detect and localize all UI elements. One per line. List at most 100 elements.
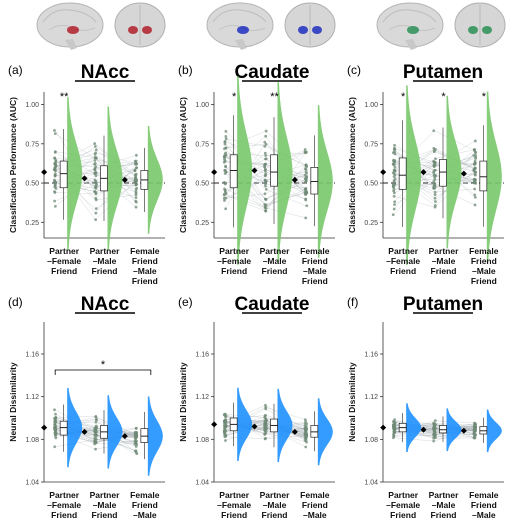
participant-line xyxy=(394,437,435,442)
category-label-line: Partner xyxy=(429,246,459,256)
category-label-line: Friend xyxy=(302,520,328,522)
category-label-line: Friend xyxy=(92,266,118,276)
data-point xyxy=(53,183,57,187)
violin xyxy=(486,409,502,453)
y-axis-label: Neural Dissimilarity xyxy=(178,362,188,442)
y-tick-label: 1.08 xyxy=(25,437,39,444)
data-point xyxy=(264,209,267,213)
chart-panel: (c) Putamen 0.25 0.50 0.75 1.00 Classification… xyxy=(347,62,504,286)
data-point xyxy=(94,218,98,222)
data-point xyxy=(473,193,477,197)
data-point xyxy=(392,420,396,424)
panel-letter: (a) xyxy=(8,63,23,77)
box xyxy=(398,157,407,190)
brain-stem xyxy=(405,39,417,50)
panel-letter: (c) xyxy=(347,63,361,77)
mean-marker xyxy=(121,176,128,183)
violin xyxy=(486,91,502,263)
data-point xyxy=(93,142,97,145)
region-highlight xyxy=(298,26,308,34)
mean-marker xyxy=(81,428,88,435)
significance-bracket xyxy=(54,369,152,375)
panel-letter: (f) xyxy=(347,295,358,309)
category-label-line: Female xyxy=(469,490,499,500)
data-point xyxy=(263,437,267,441)
panel-title: NAcc xyxy=(81,62,130,83)
violin xyxy=(147,396,163,476)
data-point xyxy=(93,159,97,162)
data-point xyxy=(94,415,98,419)
data-point xyxy=(264,403,267,407)
brain-pair xyxy=(376,2,506,50)
category-label-line: Friend xyxy=(51,510,77,520)
violin xyxy=(277,388,293,463)
y-tick-label: 1.08 xyxy=(195,437,209,444)
category-label-line: Partner xyxy=(49,490,79,500)
data-point xyxy=(94,148,98,152)
category-label-line: Friend xyxy=(262,510,288,520)
box xyxy=(479,160,488,192)
data-point xyxy=(433,431,436,435)
category-label-line: Friend xyxy=(390,266,416,276)
data-point xyxy=(433,427,437,431)
chart-panel: (e) Caudate 1.04 1.08 1.12 1.16 Neural Dissimi… xyxy=(178,294,335,522)
data-point xyxy=(135,178,138,182)
data-point xyxy=(433,178,437,181)
data-point xyxy=(474,157,477,160)
data-point xyxy=(224,196,228,200)
data-point xyxy=(392,187,396,191)
data-point xyxy=(93,166,97,170)
category-label-line: Friend xyxy=(302,500,328,510)
violin xyxy=(277,82,293,262)
data-point xyxy=(263,428,267,432)
data-point xyxy=(94,420,98,424)
data-point xyxy=(264,134,268,138)
box xyxy=(310,167,319,195)
data-point xyxy=(304,445,308,449)
data-point xyxy=(433,164,437,168)
violin xyxy=(317,105,333,258)
significance-label: * xyxy=(101,359,106,371)
category-label-line: –Male xyxy=(93,256,117,266)
data-point xyxy=(223,181,227,185)
category-label: Partner –Female Friend xyxy=(386,490,420,520)
y-tick-label: 1.00 xyxy=(195,102,209,109)
panel-letter: (b) xyxy=(178,63,193,77)
data-point xyxy=(393,165,397,169)
data-point xyxy=(305,171,308,175)
data-point xyxy=(134,200,138,204)
panel-title: Putamen xyxy=(403,62,483,83)
y-tick-label: 0.50 xyxy=(195,181,209,188)
y-axis-label: Neural Dissimilarity xyxy=(8,362,18,442)
data-point xyxy=(433,182,436,186)
category-label-line: Friend xyxy=(92,510,118,520)
data-point xyxy=(393,200,397,204)
region-highlight xyxy=(468,26,478,34)
violin xyxy=(237,387,253,462)
data-point xyxy=(305,428,308,432)
category-label: Partner –Male Friend xyxy=(429,246,459,276)
data-point xyxy=(392,160,396,164)
category-label-line: Friend xyxy=(132,520,158,522)
category-label-line: Female xyxy=(130,490,160,500)
data-point xyxy=(54,412,57,416)
data-point xyxy=(52,168,56,171)
y-axis-label: Classification Performance (AUC) xyxy=(347,97,357,233)
category-label-line: Female xyxy=(130,246,160,256)
category-label-line: –Male xyxy=(133,266,157,276)
data-point xyxy=(94,185,98,188)
category-label-line: Friend xyxy=(302,276,328,286)
data-point xyxy=(263,192,267,196)
data-point xyxy=(53,180,57,184)
region-highlight xyxy=(128,26,138,34)
category-label-line: Partner xyxy=(388,246,418,256)
category-label-line: –Female xyxy=(386,256,420,266)
y-tick-label: 1.04 xyxy=(25,480,39,487)
data-point xyxy=(433,186,437,190)
panel-letter: (e) xyxy=(178,295,193,309)
significance-label: * xyxy=(441,91,446,103)
data-point xyxy=(264,207,268,210)
mean-marker xyxy=(211,169,218,176)
